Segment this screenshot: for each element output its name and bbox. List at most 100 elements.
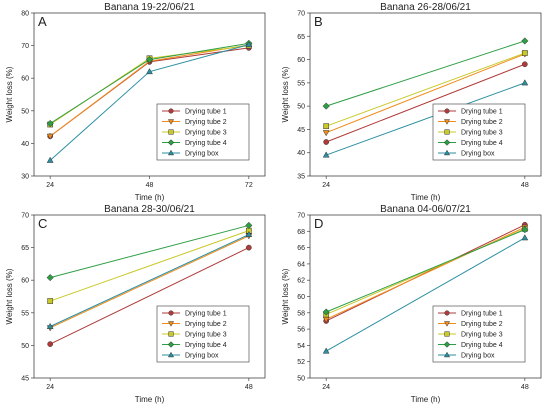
y-axis-label: Weight loss (%) <box>281 66 290 122</box>
data-point <box>521 61 528 68</box>
series-drying-tube-4 <box>322 37 529 110</box>
data-point <box>46 119 54 128</box>
x-tick-label: 24 <box>46 182 54 189</box>
y-tick-label: 50 <box>297 104 305 111</box>
legend-label: Drying tube 2 <box>461 321 503 328</box>
legend-entry: Drying box <box>438 149 495 158</box>
panel-label: B <box>314 14 323 29</box>
series-line <box>325 229 526 313</box>
y-tick-label: 50 <box>21 343 29 350</box>
legend-label: Drying tube 3 <box>185 332 227 339</box>
series-line <box>325 82 526 156</box>
legend-label: Drying tube 3 <box>185 130 227 137</box>
x-axis-label: Time (h) <box>411 193 441 202</box>
legend-entry: Drying tube 1 <box>438 108 503 116</box>
y-tick-label: 65 <box>21 245 29 252</box>
x-tick-label: 24 <box>322 384 330 391</box>
plot-frame <box>33 214 266 379</box>
data-point <box>47 341 54 347</box>
x-tick-label: 48 <box>521 182 529 189</box>
series-line <box>325 52 526 127</box>
data-point <box>245 221 253 230</box>
legend-entry: Drying tube 4 <box>438 341 503 349</box>
series-drying-box <box>322 79 529 158</box>
chart-title: Banana 19-22/06/21 <box>104 2 195 13</box>
legend-label: Drying box <box>461 151 495 158</box>
series-line <box>49 247 250 345</box>
x-tick-label: 48 <box>146 182 154 189</box>
data-point <box>521 50 528 56</box>
legend-entry: Drying tube 1 <box>438 310 503 318</box>
y-tick-label: 80 <box>21 11 29 18</box>
y-tick-label: 50 <box>297 376 305 383</box>
data-point <box>46 322 54 329</box>
panel-label: C <box>38 216 47 231</box>
legend-entry: Drying box <box>162 149 219 158</box>
data-point <box>46 133 54 140</box>
legend-entry: Drying tube 3 <box>438 331 503 339</box>
data-point <box>521 37 529 45</box>
legend: Drying tube 1 Drying tube 2 Drying tube 3 D… <box>156 103 250 161</box>
chart-title: Banana 26-28/06/21 <box>380 2 471 13</box>
legend-label: Drying tube 1 <box>461 311 503 318</box>
y-tick-label: 70 <box>297 11 305 18</box>
y-tick-label: 56 <box>297 327 305 334</box>
series-line <box>325 53 526 134</box>
data-point <box>323 139 330 145</box>
chart-title: Banana 04-06/07/21 <box>380 204 471 215</box>
y-tick-label: 70 <box>21 213 29 220</box>
data-point <box>46 273 54 282</box>
legend-label: Drying tube 1 <box>185 109 227 116</box>
chart-title: Banana 28-30/06/21 <box>104 204 195 215</box>
x-tick-label: 48 <box>245 384 253 391</box>
data-point <box>245 40 253 48</box>
x-axis-label: Time (h) <box>411 395 441 404</box>
chart-panel-d: Banana 04-06/07/21 D 50 52 54 56 58 60 62 64 66 68 7… <box>281 204 542 404</box>
y-tick-label: 68 <box>297 229 305 236</box>
y-tick-label: 60 <box>21 76 29 83</box>
y-tick-label: 45 <box>297 127 305 134</box>
data-point <box>322 151 330 158</box>
y-tick-label: 60 <box>21 278 29 285</box>
data-point <box>322 102 330 110</box>
y-tick-label: 70 <box>21 43 29 50</box>
legend-label: Drying box <box>185 151 219 158</box>
legend-entry: Drying tube 4 <box>162 341 227 349</box>
y-tick-label: 35 <box>297 174 305 181</box>
legend-entry: Drying tube 3 <box>438 129 503 137</box>
y-axis-label: Weight loss (%) <box>5 268 14 324</box>
series-drying-tube-3 <box>47 227 252 304</box>
legend-label: Drying tube 3 <box>461 332 503 339</box>
y-tick-label: 52 <box>297 359 305 366</box>
series-line <box>326 40 525 107</box>
y-tick-label: 70 <box>297 213 305 220</box>
series-drying-tube-3 <box>323 50 528 130</box>
y-tick-label: 65 <box>297 34 305 41</box>
legend-label: Drying tube 2 <box>185 119 227 126</box>
series-line <box>325 226 526 320</box>
x-axis-label: Time (h) <box>135 395 165 404</box>
y-axis-label: Weight loss (%) <box>5 66 14 122</box>
legend-label: Drying tube 4 <box>461 342 503 349</box>
legend-label: Drying tube 3 <box>461 130 503 137</box>
y-tick-label: 45 <box>21 376 29 383</box>
legend-entry: Drying tube 2 <box>162 321 227 328</box>
y-tick-label: 60 <box>297 57 305 64</box>
legend-entry: Drying tube 1 <box>162 310 227 318</box>
data-point <box>245 244 252 251</box>
y-tick-label: 55 <box>21 310 29 317</box>
legend-label: Drying box <box>461 353 495 360</box>
y-tick-label: 58 <box>297 310 305 317</box>
y-tick-label: 40 <box>297 150 305 157</box>
series-line <box>49 235 250 329</box>
legend-label: Drying box <box>185 353 219 360</box>
legend-label: Drying tube 4 <box>461 140 503 147</box>
legend: Drying tube 1 Drying tube 2 Drying tube 3 D… <box>156 305 250 363</box>
legend-label: Drying tube 2 <box>461 119 503 126</box>
panel-label: A <box>38 14 47 29</box>
y-tick-label: 40 <box>21 141 29 148</box>
y-axis-label: Weight loss (%) <box>281 268 290 324</box>
data-point <box>323 123 330 130</box>
x-tick-label: 48 <box>521 384 529 391</box>
